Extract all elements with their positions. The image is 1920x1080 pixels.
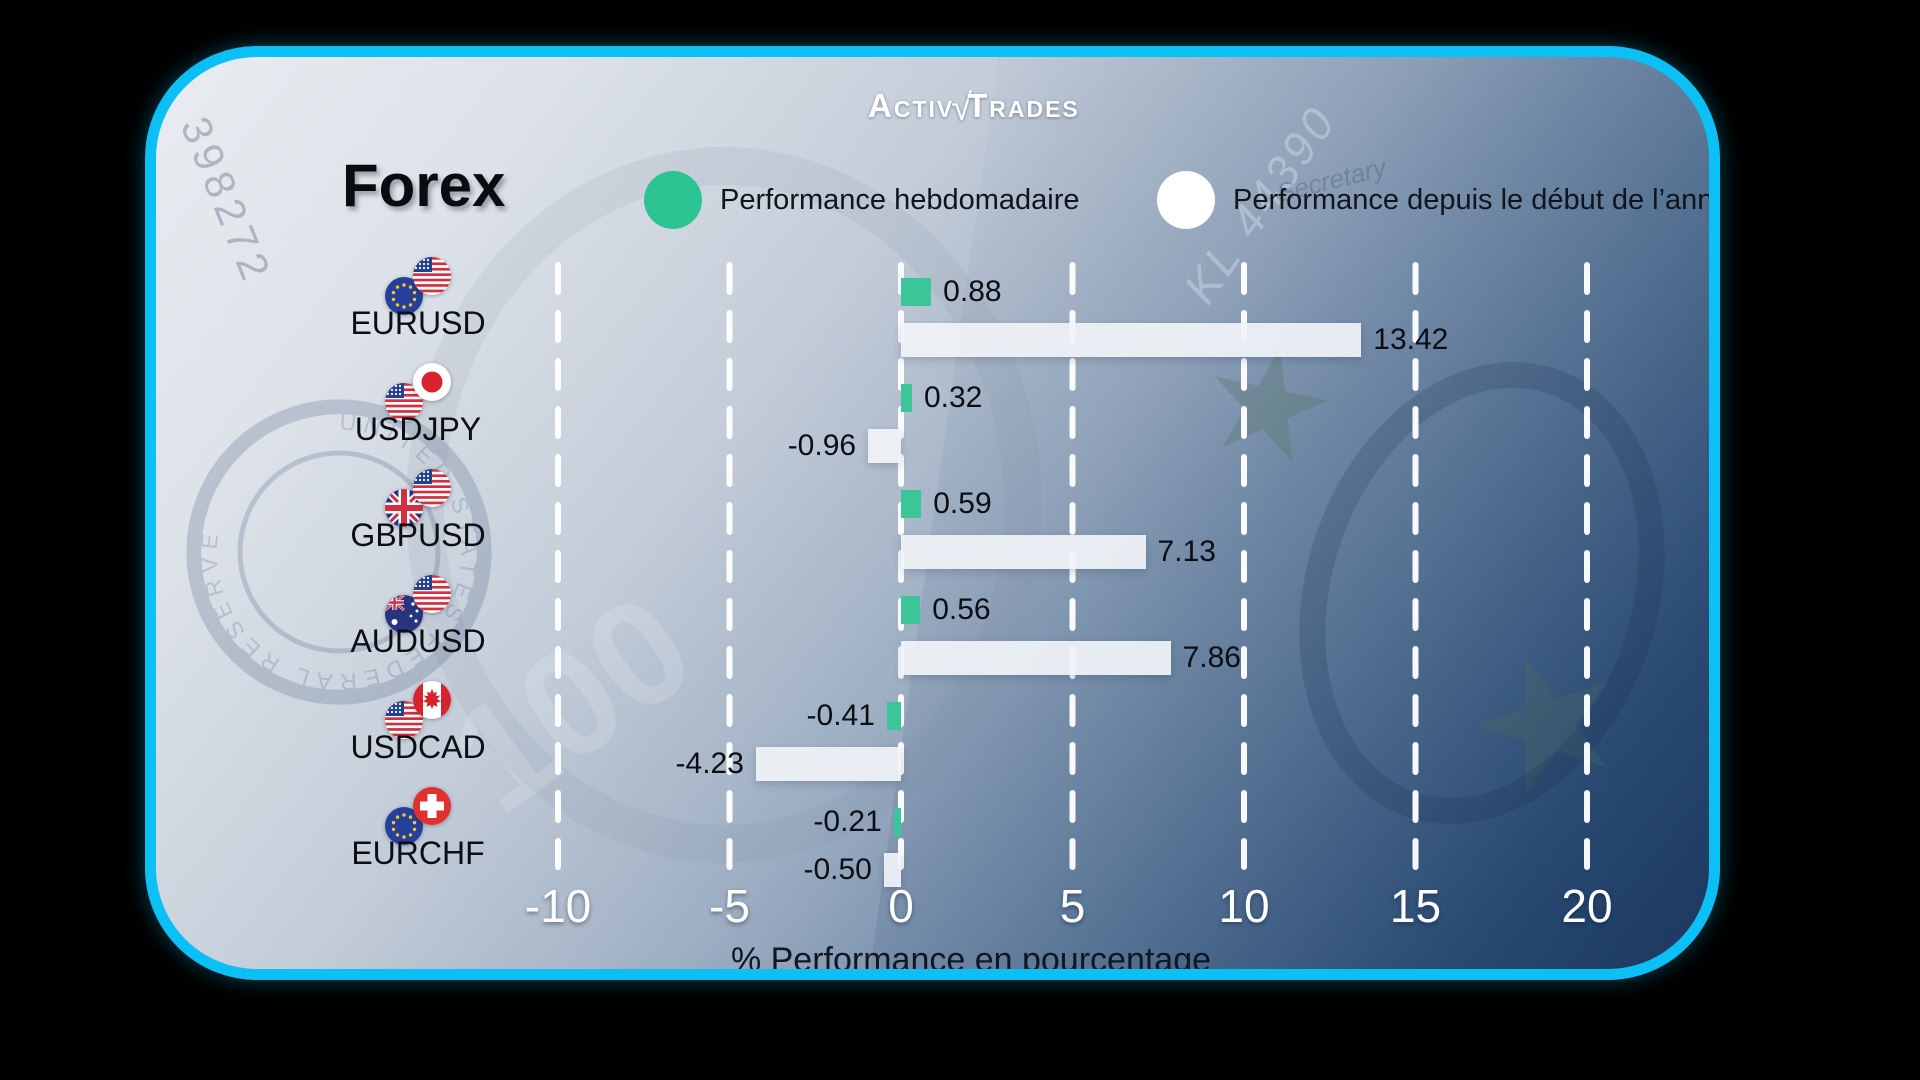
- ytd-performance-bar: [901, 535, 1146, 569]
- ytd-performance-bar: [755, 747, 901, 781]
- currency-pair-label: EURUSD: [350, 305, 486, 341]
- weekly-performance-bar: [901, 278, 932, 306]
- flag-ca-icon: [413, 681, 451, 719]
- flag-pair-icon: [385, 469, 451, 527]
- ytd-performance-value: -0.50: [803, 853, 872, 886]
- currency-row: AUDUSD 0.56 7.86: [156, 575, 1709, 693]
- currency-pair-box: USDJPY: [318, 363, 518, 481]
- x-axis-tick-label: 0: [888, 880, 914, 932]
- currency-pair-label: USDJPY: [354, 411, 482, 447]
- currency-pair-box: USDCAD: [318, 681, 518, 799]
- weekly-performance-value: 0.32: [923, 381, 983, 414]
- flag-us-icon: [385, 701, 423, 739]
- weekly-performance-value: 0.88: [943, 275, 1002, 308]
- activtrades-logo: Activ√Trades: [868, 87, 1080, 130]
- weekly-performance-value: 0.59: [933, 487, 992, 520]
- weekly-performance-bar: [901, 490, 922, 518]
- flag-us-icon: [413, 257, 451, 295]
- ytd-performance-bar: [901, 641, 1171, 675]
- weekly-performance-bar: [901, 384, 912, 412]
- legend-item-weekly: Performance hebdomadaire: [644, 170, 1079, 230]
- weekly-performance-value: 0.56: [932, 593, 991, 626]
- x-axis-tick-label: 20: [1561, 880, 1613, 932]
- flag-eu-icon: [385, 807, 423, 845]
- currency-row: EURUSD 0.88 13.42: [156, 257, 1709, 375]
- currency-row: USDCAD -0.41 -4.23: [156, 681, 1709, 799]
- currency-pair-box: EURCHF: [318, 787, 518, 905]
- flag-us-icon: [413, 575, 451, 613]
- ytd-performance-value: 7.13: [1157, 535, 1216, 568]
- logo-word-trades: Trades: [967, 87, 1080, 124]
- weekly-performance-bar: [901, 596, 921, 624]
- flag-pair-icon: [385, 787, 451, 845]
- ytd-performance-value: -0.96: [787, 429, 857, 462]
- currency-row: USDJPY 0.32 -0.96: [156, 363, 1709, 481]
- x-axis-tick-labels: -10 -5 0 5 10 15 20: [486, 879, 1686, 939]
- currency-pair-box: AUDUSD: [318, 575, 518, 693]
- flag-pair-icon: [385, 681, 451, 739]
- ytd-performance-bar: [883, 853, 901, 887]
- weekly-performance-value: -0.41: [806, 699, 875, 732]
- chart-rows: EURUSD 0.88 13.42 USDJPY 0.32 -0.96 GBPU…: [156, 257, 1709, 909]
- weekly-performance-bar: [893, 808, 901, 836]
- x-axis-tick-label: 15: [1389, 880, 1442, 932]
- legend-item-ytd: Performance depuis le début de l’année: [1157, 170, 1720, 230]
- flag-pair-icon: [385, 257, 451, 315]
- ytd-performance-value: 7.86: [1182, 641, 1241, 674]
- weekly-performance-value: -0.21: [813, 805, 882, 838]
- currency-pair-label: AUDUSD: [350, 623, 486, 659]
- serial-number-watermark: 398272: [171, 110, 282, 292]
- flag-pair-icon: [385, 363, 451, 421]
- currency-pair-label: GBPUSD: [350, 517, 486, 553]
- page-title: Forex: [342, 152, 506, 219]
- legend-ytd-dot-icon: [1157, 171, 1215, 229]
- currency-pair-label: USDCAD: [350, 729, 486, 765]
- flag-pair-icon: [385, 575, 451, 633]
- flag-us-icon: [385, 383, 423, 421]
- infographic-card: UNITED STATES FEDERAL RESERVE 398272 KL …: [145, 46, 1720, 980]
- flag-ch-icon: [413, 787, 451, 825]
- ytd-performance-bar: [868, 429, 901, 463]
- x-axis-title: % Performance en pourcentage: [730, 941, 1212, 979]
- ytd-performance-value: 13.42: [1373, 323, 1449, 356]
- x-axis-tick-label: -5: [709, 880, 750, 932]
- currency-pair-box: GBPUSD: [318, 469, 518, 587]
- logo-word-activ: Activ: [868, 87, 955, 124]
- currency-pair-box: EURUSD: [318, 257, 518, 375]
- weekly-performance-bar: [886, 702, 901, 730]
- legend-weekly-dot-icon: [644, 171, 702, 229]
- x-axis-tick-label: 5: [1059, 880, 1086, 932]
- currency-row: GBPUSD 0.59 7.13: [156, 469, 1709, 587]
- legend-ytd-label: Performance depuis le début de l’année: [1233, 183, 1720, 216]
- flag-us-icon: [413, 469, 451, 507]
- x-axis-tick-label: -10: [524, 880, 592, 932]
- legend-weekly-label: Performance hebdomadaire: [720, 183, 1080, 216]
- currency-row: EURCHF -0.21 -0.50: [156, 787, 1709, 905]
- flag-jp-icon: [413, 363, 451, 401]
- x-axis-tick-label: 10: [1218, 880, 1270, 932]
- currency-pair-label: EURCHF: [351, 835, 485, 871]
- logo-radical-icon: √: [951, 87, 973, 129]
- ytd-performance-bar: [901, 323, 1362, 357]
- ytd-performance-value: -4.23: [675, 747, 744, 780]
